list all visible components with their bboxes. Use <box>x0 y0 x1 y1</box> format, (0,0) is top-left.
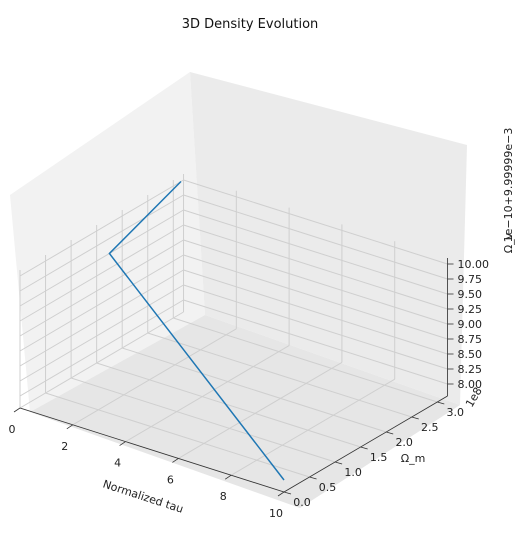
axes <box>13 258 454 497</box>
pane-floor <box>30 315 460 508</box>
grid-line <box>19 179 184 277</box>
grid-line <box>72 328 237 426</box>
grid-line <box>183 299 448 385</box>
z-tick-label: 8.50 <box>458 348 483 361</box>
tick-labels: 0 2 4 6 8 10 0.0 0.5 1.0 1.5 2.0 2.5 3.0 8.00 8.25 8.50… <box>9 258 490 520</box>
grid-line <box>70 377 336 463</box>
pane-back-wall <box>10 72 467 508</box>
y-tick-mark <box>386 431 394 435</box>
z-axis-label: Ω_v <box>502 232 515 253</box>
z-tick-label: 9.75 <box>458 273 483 286</box>
grid-line <box>19 299 184 397</box>
grid-line <box>183 194 448 280</box>
y-tick-mark <box>283 491 292 495</box>
y-tick-label: 1.0 <box>344 466 362 479</box>
grid-line <box>19 284 184 382</box>
grid-line <box>19 224 184 322</box>
x-tick-mark <box>172 458 179 463</box>
x-tick-mark <box>13 407 21 413</box>
x-tick-label: 8 <box>220 490 227 503</box>
y-axis-line <box>283 395 448 493</box>
z-tick-label: 8.00 <box>458 378 483 391</box>
x-tick-mark <box>66 424 74 430</box>
y-axis-label: Ω_m <box>401 452 426 465</box>
pane-back-wall-right <box>190 72 467 405</box>
y-tick-label: 0.0 <box>293 496 311 509</box>
x-tick-label: 2 <box>61 440 68 453</box>
y-tick-label: 2.5 <box>421 421 439 434</box>
y-tick-mark <box>360 446 368 450</box>
grid-line <box>19 254 184 352</box>
grid-line <box>45 392 310 478</box>
z-tick-label: 10.00 <box>458 258 490 271</box>
grid-line <box>19 209 184 307</box>
grid-line <box>183 284 448 370</box>
y-tick-label: 2.0 <box>395 436 413 449</box>
z-offset-text: 1e−10+9.99999e−3 <box>502 128 515 243</box>
grid-line <box>19 311 184 409</box>
grid-line <box>125 345 290 443</box>
grid-line <box>122 347 387 433</box>
z-tick-label: 8.75 <box>458 333 483 346</box>
grid-line <box>183 239 448 325</box>
series-line <box>108 180 285 481</box>
z-tick-label: 9.25 <box>458 303 483 316</box>
x-tick-label: 4 <box>114 457 121 470</box>
series-group <box>108 180 285 481</box>
y-tick-label: 0.5 <box>319 481 337 494</box>
x-tick-label: 6 <box>167 473 174 486</box>
y-tick-label: 1.5 <box>370 451 388 464</box>
grid-line <box>96 362 361 448</box>
grid-line <box>183 179 448 265</box>
grid-line <box>183 254 448 340</box>
x-tick-mark <box>224 474 232 480</box>
z-tick-label: 9.50 <box>458 288 483 301</box>
grid-lines <box>19 174 449 493</box>
y-tick-mark <box>411 416 419 420</box>
grid-line <box>147 332 412 418</box>
x-tick-label: 10 <box>269 507 283 520</box>
grid-line <box>19 194 184 292</box>
y-tick-label: 3.0 <box>447 406 465 419</box>
pane-left-wall <box>10 72 205 412</box>
x-tick-mark <box>277 491 285 497</box>
grid-line <box>19 239 184 337</box>
x-tick-mark <box>119 441 126 446</box>
grid-line <box>183 224 448 310</box>
z-tick-label: 9.00 <box>458 318 483 331</box>
grid-line <box>173 317 438 403</box>
y-tick-mark <box>437 401 445 405</box>
grid-line <box>178 361 343 459</box>
y-tick-mark <box>334 461 343 465</box>
chart-title: 3D Density Evolution <box>182 17 319 32</box>
grid-line <box>183 209 448 295</box>
grid-line <box>183 269 448 355</box>
y-tick-mark <box>309 476 317 480</box>
grid-line <box>230 378 395 476</box>
x-axis-line <box>19 407 285 493</box>
z-tick-label: 8.25 <box>458 363 483 376</box>
x-tick-label: 0 <box>9 423 16 436</box>
grid-line <box>19 269 184 367</box>
